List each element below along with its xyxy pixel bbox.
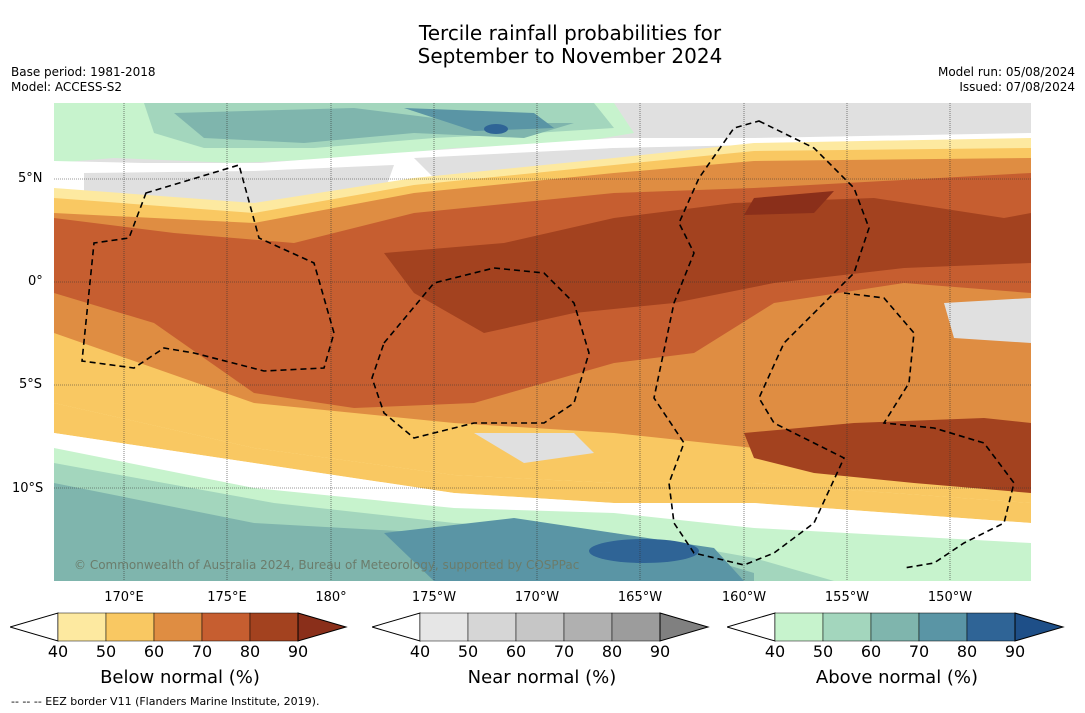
lat-label-0: 0° [28,274,43,289]
above-tick-40: 40 [764,642,786,661]
model-name: Model: ACCESS-S2 [11,80,123,94]
lon-label-175w: 175°W [411,590,457,605]
near-tick-80: 80 [601,642,623,661]
map-svg: © Commonwealth of Australia 2024, Bureau… [54,103,1031,581]
below-tick-60: 60 [143,642,165,661]
above-tick-50: 50 [812,642,834,661]
below-normal-south-east [744,418,1031,493]
below-tick-90: 90 [287,642,309,661]
lon-label-165w: 165°W [617,590,663,605]
above-north-core [484,124,508,134]
above-band-north-dark [174,108,574,143]
below-south-edge [54,403,1031,523]
lon-label-175e: 175°E [207,590,247,605]
below-tick-80: 80 [239,642,261,661]
below-tick-70: 70 [191,642,213,661]
lon-label-170e: 170°E [104,590,144,605]
title-line-1: Tercile rainfall probabilities for [418,21,722,45]
rainfall-map: © Commonwealth of Australia 2024, Bureau… [54,103,1031,581]
meta-left: Base period: 1981-2018 Model: ACCESS-S2 [11,65,156,95]
above-tick-70: 70 [908,642,930,661]
above-band-north-darker [404,108,554,131]
above-tick-80: 80 [956,642,978,661]
near-normal-north-mid [414,148,654,178]
near-tick-70: 70 [553,642,575,661]
near-tick-90: 90 [649,642,671,661]
colorbar-below-normal [10,612,348,642]
above-normal-south-darker [384,518,744,581]
lon-label-170w: 170°W [514,590,560,605]
near-tick-50: 50 [457,642,479,661]
eez-borders [81,120,1015,569]
colorbar-title-below: Below normal (%) [100,667,260,688]
colorbar-title-near: Near normal (%) [467,667,617,688]
lat-label-5n: 5°N [18,171,43,186]
below-tick-50: 50 [95,642,117,661]
near-tick-60: 60 [505,642,527,661]
above-tick-60: 60 [860,642,882,661]
issued-date: Issued: 07/08/2024 [959,80,1075,94]
title-line-2: September to November 2024 [417,44,723,68]
model-run: Model run: 05/08/2024 [937,65,1075,79]
colorbar-above-normal [727,612,1065,642]
above-south-core [589,539,699,563]
lon-label-155w: 155°W [824,590,870,605]
copyright-text: © Commonwealth of Australia 2024, Bureau… [74,558,579,572]
above-tick-90: 90 [1004,642,1026,661]
gridlines [54,103,1031,581]
map-title: Tercile rainfall probabilities for Septe… [0,22,1085,68]
near-tick-40: 40 [409,642,431,661]
eez-legend-note: -- -- -- EEZ border V11 (Flanders Marine… [11,695,320,708]
lon-label-150w: 150°W [927,590,973,605]
near-normal-south-patch [474,433,594,463]
below-tick-40: 40 [47,642,69,661]
colorbar-near-normal [372,612,710,642]
base-period: Base period: 1981-2018 [11,65,156,79]
near-normal-east-patch [944,298,1031,343]
colorbar-title-above: Above normal (%) [815,667,979,688]
lon-label-180: 180° [315,590,347,605]
lon-label-160w: 160°W [721,590,767,605]
white-gap-south [54,433,1031,543]
meta-right: Model run: 05/08/2024 Issued: 07/08/2024 [938,65,1075,95]
below-normal-80-90 [384,198,1031,333]
lat-label-10s: 10°S [12,481,44,496]
below-normal-90-plus-a [744,191,834,215]
lat-label-5s: 5°S [19,377,43,392]
